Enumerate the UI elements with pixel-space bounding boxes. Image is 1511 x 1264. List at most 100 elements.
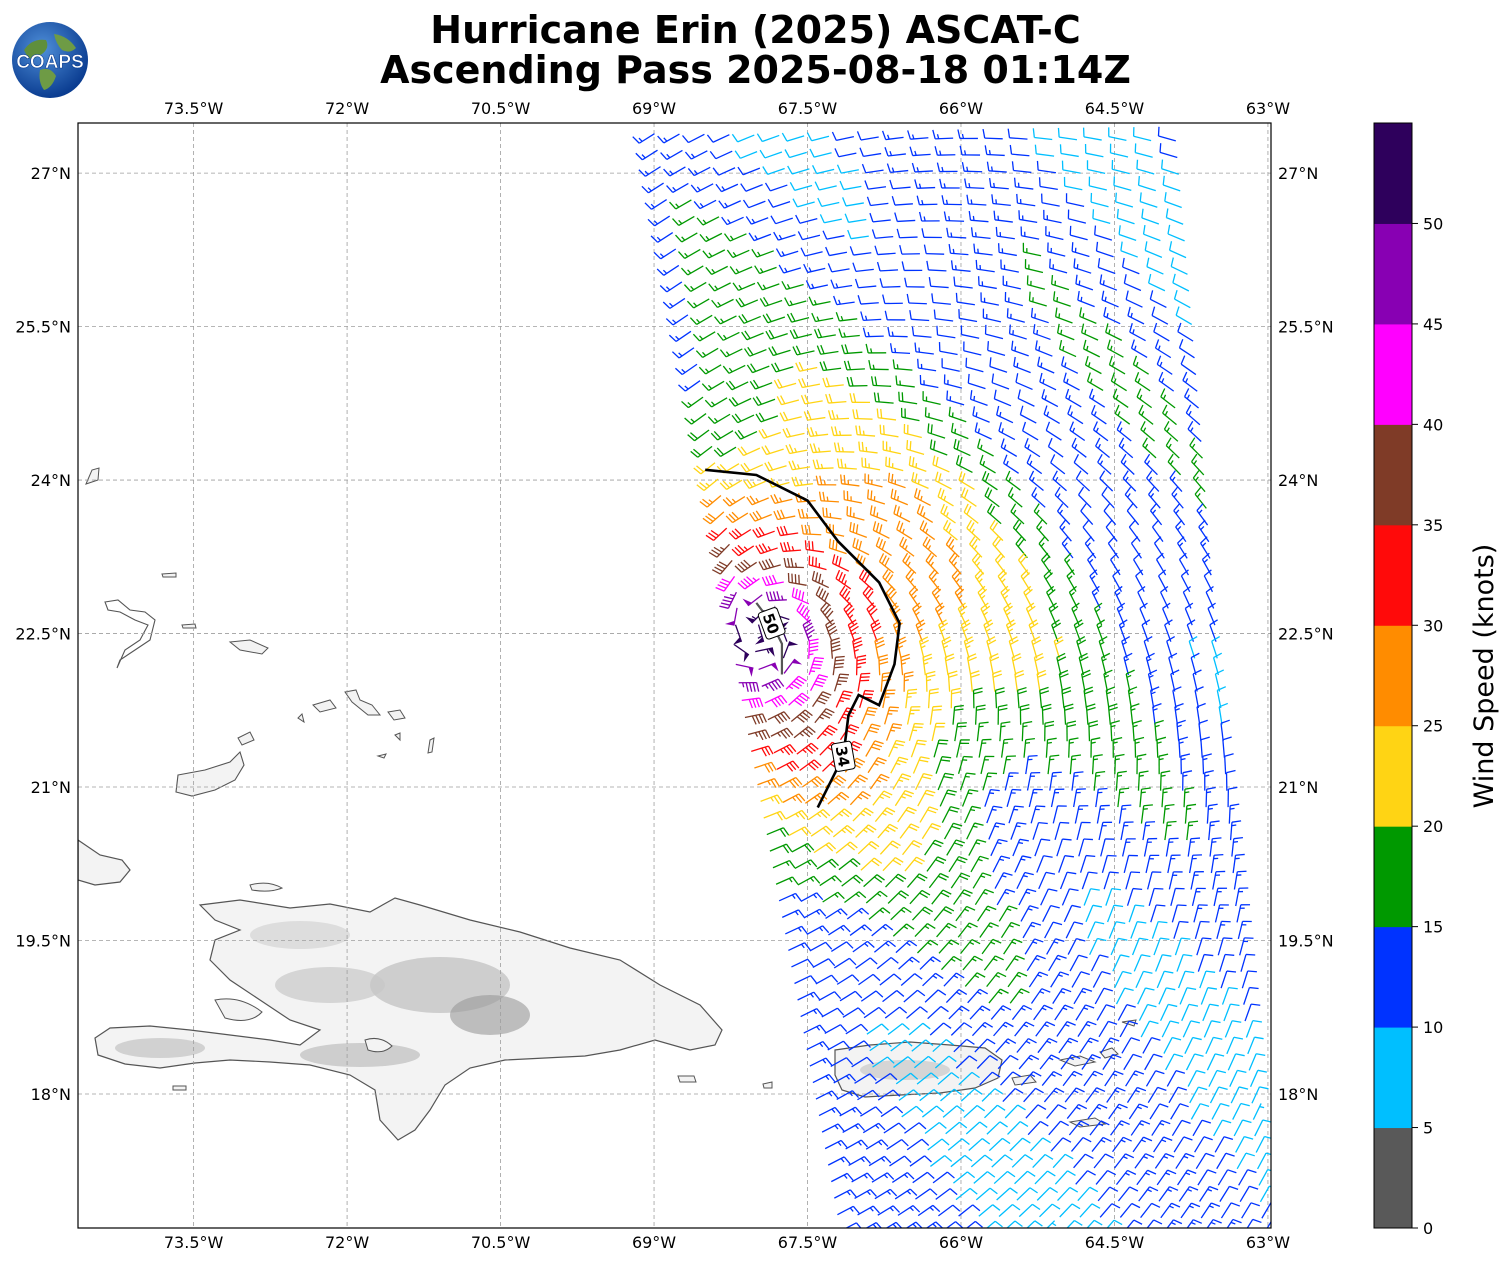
wind-barb <box>1036 519 1050 542</box>
wind-barb <box>1206 1218 1222 1228</box>
wind-barb <box>1146 1219 1163 1228</box>
wind-barb <box>773 744 797 756</box>
wind-barb <box>1095 241 1114 258</box>
wind-barb <box>1045 226 1064 241</box>
wind-barb <box>990 1005 1012 1020</box>
wind-barb <box>1021 421 1039 441</box>
wind-barb <box>1017 552 1030 575</box>
wind-barb <box>1220 970 1237 989</box>
wind-barb <box>830 426 852 437</box>
wind-barb <box>1136 1169 1157 1186</box>
wind-barb <box>1112 736 1123 758</box>
wind-barb <box>1088 176 1107 191</box>
wind-barb <box>1155 552 1167 576</box>
wind-barb <box>890 906 912 921</box>
wind-barb <box>986 1121 1008 1135</box>
wind-barb <box>1079 1037 1099 1054</box>
wind-barb <box>1137 770 1149 791</box>
wind-barb <box>767 199 791 208</box>
wind-barb <box>827 410 850 420</box>
wind-barb <box>1088 388 1106 408</box>
wind-barb <box>1045 421 1062 441</box>
wind-barb <box>963 1104 986 1119</box>
wind-barb <box>882 857 904 872</box>
wind-barb <box>1049 258 1068 274</box>
wind-barb <box>1025 1104 1047 1119</box>
wind-barb <box>835 690 853 708</box>
wind-barb <box>1169 470 1183 492</box>
wind-barb <box>1004 1104 1026 1119</box>
wind-barb <box>1087 552 1098 576</box>
wind-barb <box>948 855 968 873</box>
wind-barb <box>1058 340 1077 358</box>
wind-barb <box>1044 720 1055 742</box>
wind-barb <box>950 687 961 709</box>
wind-barb <box>894 212 916 223</box>
wind-barb <box>722 496 746 507</box>
wind-barb <box>773 509 796 521</box>
wind-barb <box>818 991 842 1002</box>
wind-barb <box>1032 324 1051 341</box>
wind-barb <box>1082 519 1095 542</box>
wind-barb <box>1192 470 1206 493</box>
wind-barb <box>957 922 978 938</box>
wind-barb <box>936 162 958 173</box>
wind-barb <box>1066 1103 1088 1119</box>
wind-barb <box>833 957 857 969</box>
wind-barb <box>997 569 1009 592</box>
wind-barb <box>825 908 848 920</box>
colorbar-tick-label: 15 <box>1423 918 1443 937</box>
wind-barb <box>1071 971 1090 988</box>
wind-barb <box>1212 652 1223 676</box>
wind-barb <box>950 260 971 272</box>
wind-barb <box>964 805 982 824</box>
wind-barb <box>1138 404 1154 425</box>
wind-barb <box>1104 1070 1124 1087</box>
wind-barb <box>1041 193 1060 207</box>
wind-barb <box>788 692 810 707</box>
wind-barb <box>1163 1036 1182 1054</box>
wind-barb <box>702 249 726 259</box>
wind-barb <box>806 1040 830 1051</box>
wind-barb <box>1083 1070 1104 1087</box>
wind-barb <box>852 940 875 953</box>
wind-barb <box>1028 470 1044 491</box>
wind-barb <box>859 147 882 158</box>
wind-barb <box>825 619 838 642</box>
wind-barb <box>916 504 934 524</box>
wind-barb <box>959 145 981 156</box>
wind-barb <box>1036 160 1057 174</box>
wind-barb <box>1026 771 1041 791</box>
wind-barb <box>1076 821 1091 841</box>
wind-barb <box>882 569 896 591</box>
wind-barb <box>1089 937 1107 956</box>
wind-barb <box>1130 921 1147 939</box>
wind-barb <box>1073 454 1089 475</box>
wind-barb <box>746 363 770 374</box>
wind-barb <box>678 248 701 259</box>
wind-barb <box>969 1005 991 1020</box>
wind-barb <box>1073 788 1086 808</box>
wind-barb <box>765 329 788 340</box>
wind-barb <box>1009 1137 1031 1152</box>
wind-barb <box>857 1205 880 1216</box>
wind-barb <box>1205 1036 1223 1055</box>
wind-barb <box>757 778 780 788</box>
wind-barb <box>792 198 815 208</box>
wind-barb <box>1180 1202 1201 1219</box>
wind-barb <box>1126 1219 1143 1228</box>
wind-barb <box>929 1155 953 1167</box>
wind-barb <box>1117 1004 1136 1021</box>
wind-barb <box>1059 871 1077 890</box>
wind-barb <box>1054 307 1073 324</box>
wind-barb <box>964 178 985 190</box>
wind-barb <box>961 162 983 173</box>
colorbar-bin <box>1374 625 1412 727</box>
wind-barb <box>1061 536 1074 559</box>
wind-barb <box>911 906 933 921</box>
wind-barb <box>914 342 934 355</box>
wind-barb <box>865 1221 883 1228</box>
wind-barb <box>1153 322 1170 342</box>
wind-barb <box>986 805 1003 824</box>
wind-barb <box>814 708 835 724</box>
